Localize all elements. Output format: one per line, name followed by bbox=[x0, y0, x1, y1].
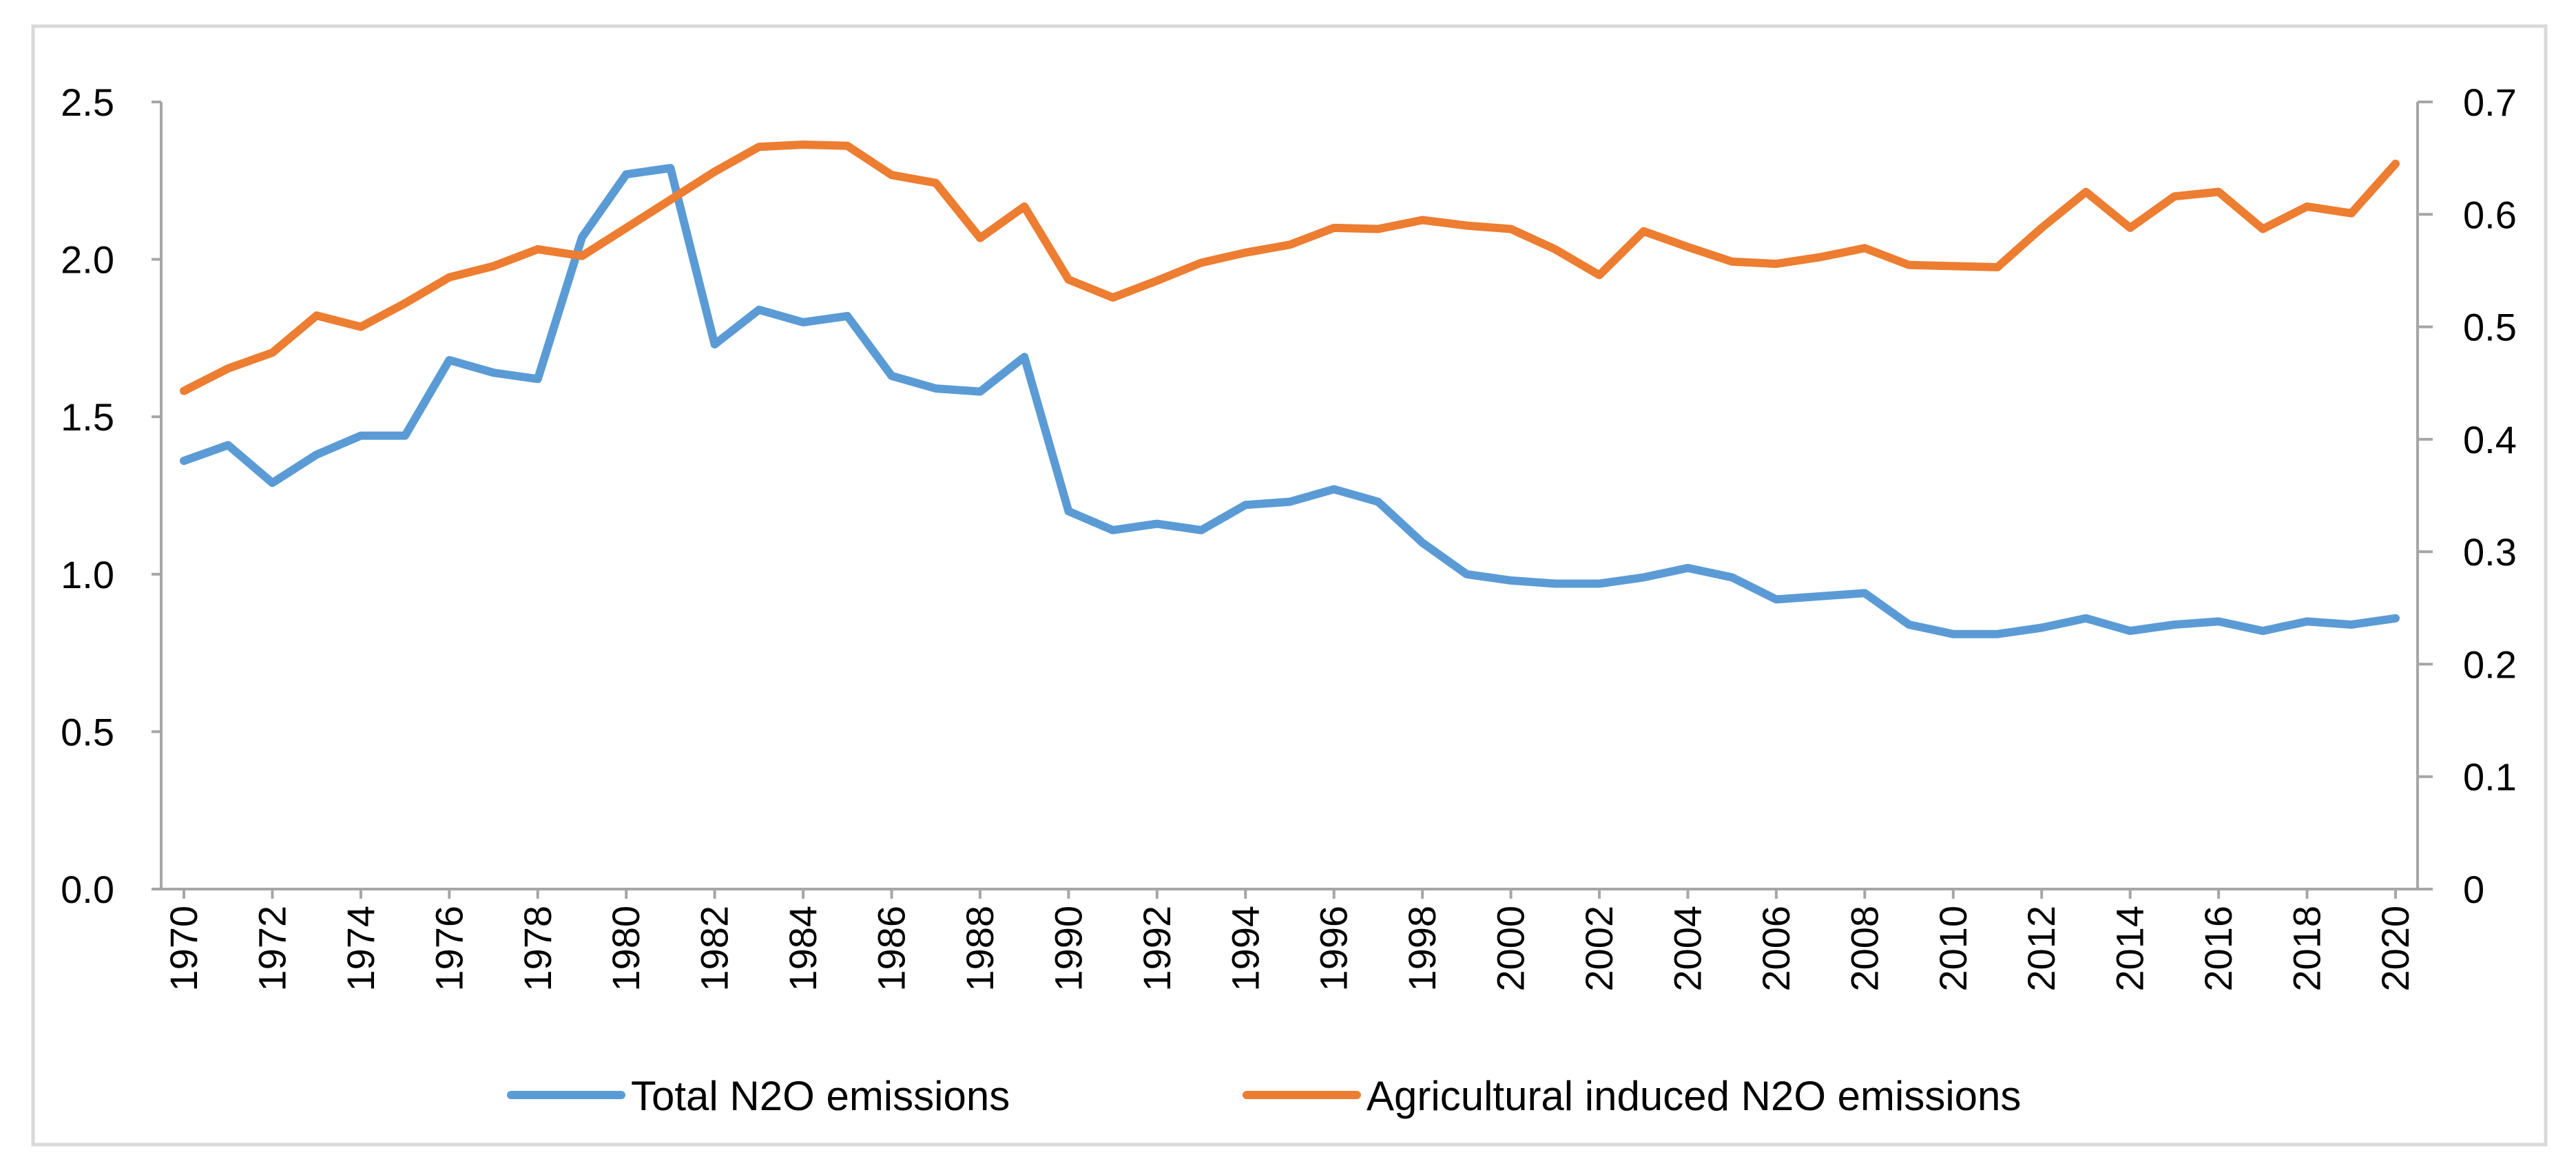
right-y-tick-label: 0.3 bbox=[2463, 530, 2517, 574]
right-y-tick-label: 0.6 bbox=[2463, 193, 2517, 236]
x-tick-label: 1992 bbox=[1135, 906, 1178, 992]
x-tick-label: 1978 bbox=[516, 906, 559, 992]
x-tick-label: 1976 bbox=[427, 906, 470, 992]
x-tick-label: 2004 bbox=[1665, 906, 1709, 992]
x-tick-label: 1998 bbox=[1400, 906, 1444, 992]
x-tick-label: 1974 bbox=[339, 906, 382, 992]
x-tick-label: 2012 bbox=[2019, 906, 2063, 992]
right-y-tick-label: 0.5 bbox=[2463, 306, 2517, 349]
left-y-tick-label: 1.5 bbox=[61, 395, 114, 439]
legend-label-total: Total N2O emissions bbox=[631, 1073, 1010, 1119]
x-tick-label: 1970 bbox=[162, 906, 205, 992]
legend-label-agricultural: Agricultural induced N2O emissions bbox=[1367, 1073, 2021, 1119]
x-tick-label: 2002 bbox=[1577, 906, 1621, 992]
left-y-tick-label: 2.0 bbox=[61, 238, 114, 282]
right-y-tick-label: 0.2 bbox=[2463, 643, 2517, 686]
chart-frame bbox=[31, 24, 2548, 1147]
x-tick-label: 2016 bbox=[2196, 906, 2240, 992]
x-tick-label: 1988 bbox=[958, 906, 1001, 992]
right-y-tick-label: 0 bbox=[2463, 868, 2484, 911]
series-total-n2o bbox=[180, 164, 2400, 638]
x-tick-label: 1986 bbox=[870, 906, 913, 992]
right-y-ticks: 0 0.1 0.2 0.3 0.4 0.5 0.6 0.7 bbox=[2418, 81, 2517, 911]
legend-item-total: Total N2O emissions bbox=[507, 1073, 1010, 1119]
right-y-tick-label: 0.7 bbox=[2463, 81, 2517, 124]
x-tick-label: 2000 bbox=[1489, 906, 1533, 992]
x-tick-label: 1980 bbox=[604, 906, 647, 992]
x-tick-label: 1984 bbox=[781, 906, 824, 992]
x-tick-label: 2020 bbox=[2374, 906, 2417, 992]
x-tick-label: 1996 bbox=[1312, 906, 1355, 992]
series-line bbox=[180, 164, 2400, 638]
left-y-tick-label: 0.0 bbox=[61, 868, 114, 911]
series-layer bbox=[180, 140, 2400, 638]
x-ticks: 1970 1972 1974 1976 1978 1980 1982 1984 1986 1988… bbox=[162, 889, 2417, 992]
series-line bbox=[180, 140, 2400, 395]
left-y-tick-label: 1.0 bbox=[61, 553, 114, 596]
x-tick-label: 1990 bbox=[1046, 906, 1090, 992]
left-y-tick-label: 0.5 bbox=[61, 710, 114, 753]
x-tick-label: 1982 bbox=[693, 906, 736, 992]
x-tick-label: 1994 bbox=[1223, 906, 1267, 992]
left-y-ticks: 0.0 0.5 1.0 1.5 2.0 2.5 bbox=[61, 81, 161, 911]
legend: Total N2O emissions Agricultural induced… bbox=[507, 1073, 2021, 1119]
left-y-tick-label: 2.5 bbox=[61, 81, 114, 124]
x-tick-label: 2008 bbox=[1842, 906, 1886, 992]
x-tick-label: 1972 bbox=[250, 906, 293, 992]
right-y-tick-label: 0.1 bbox=[2463, 755, 2517, 799]
legend-item-agricultural: Agricultural induced N2O emissions bbox=[1243, 1073, 2021, 1119]
x-tick-label: 2010 bbox=[1931, 906, 1975, 992]
x-tick-label: 2006 bbox=[1754, 906, 1798, 992]
series-agricultural-n2o bbox=[180, 140, 2400, 395]
x-tick-label: 2018 bbox=[2285, 906, 2329, 992]
right-y-tick-label: 0.4 bbox=[2463, 418, 2517, 461]
x-tick-label: 2014 bbox=[2108, 906, 2152, 992]
